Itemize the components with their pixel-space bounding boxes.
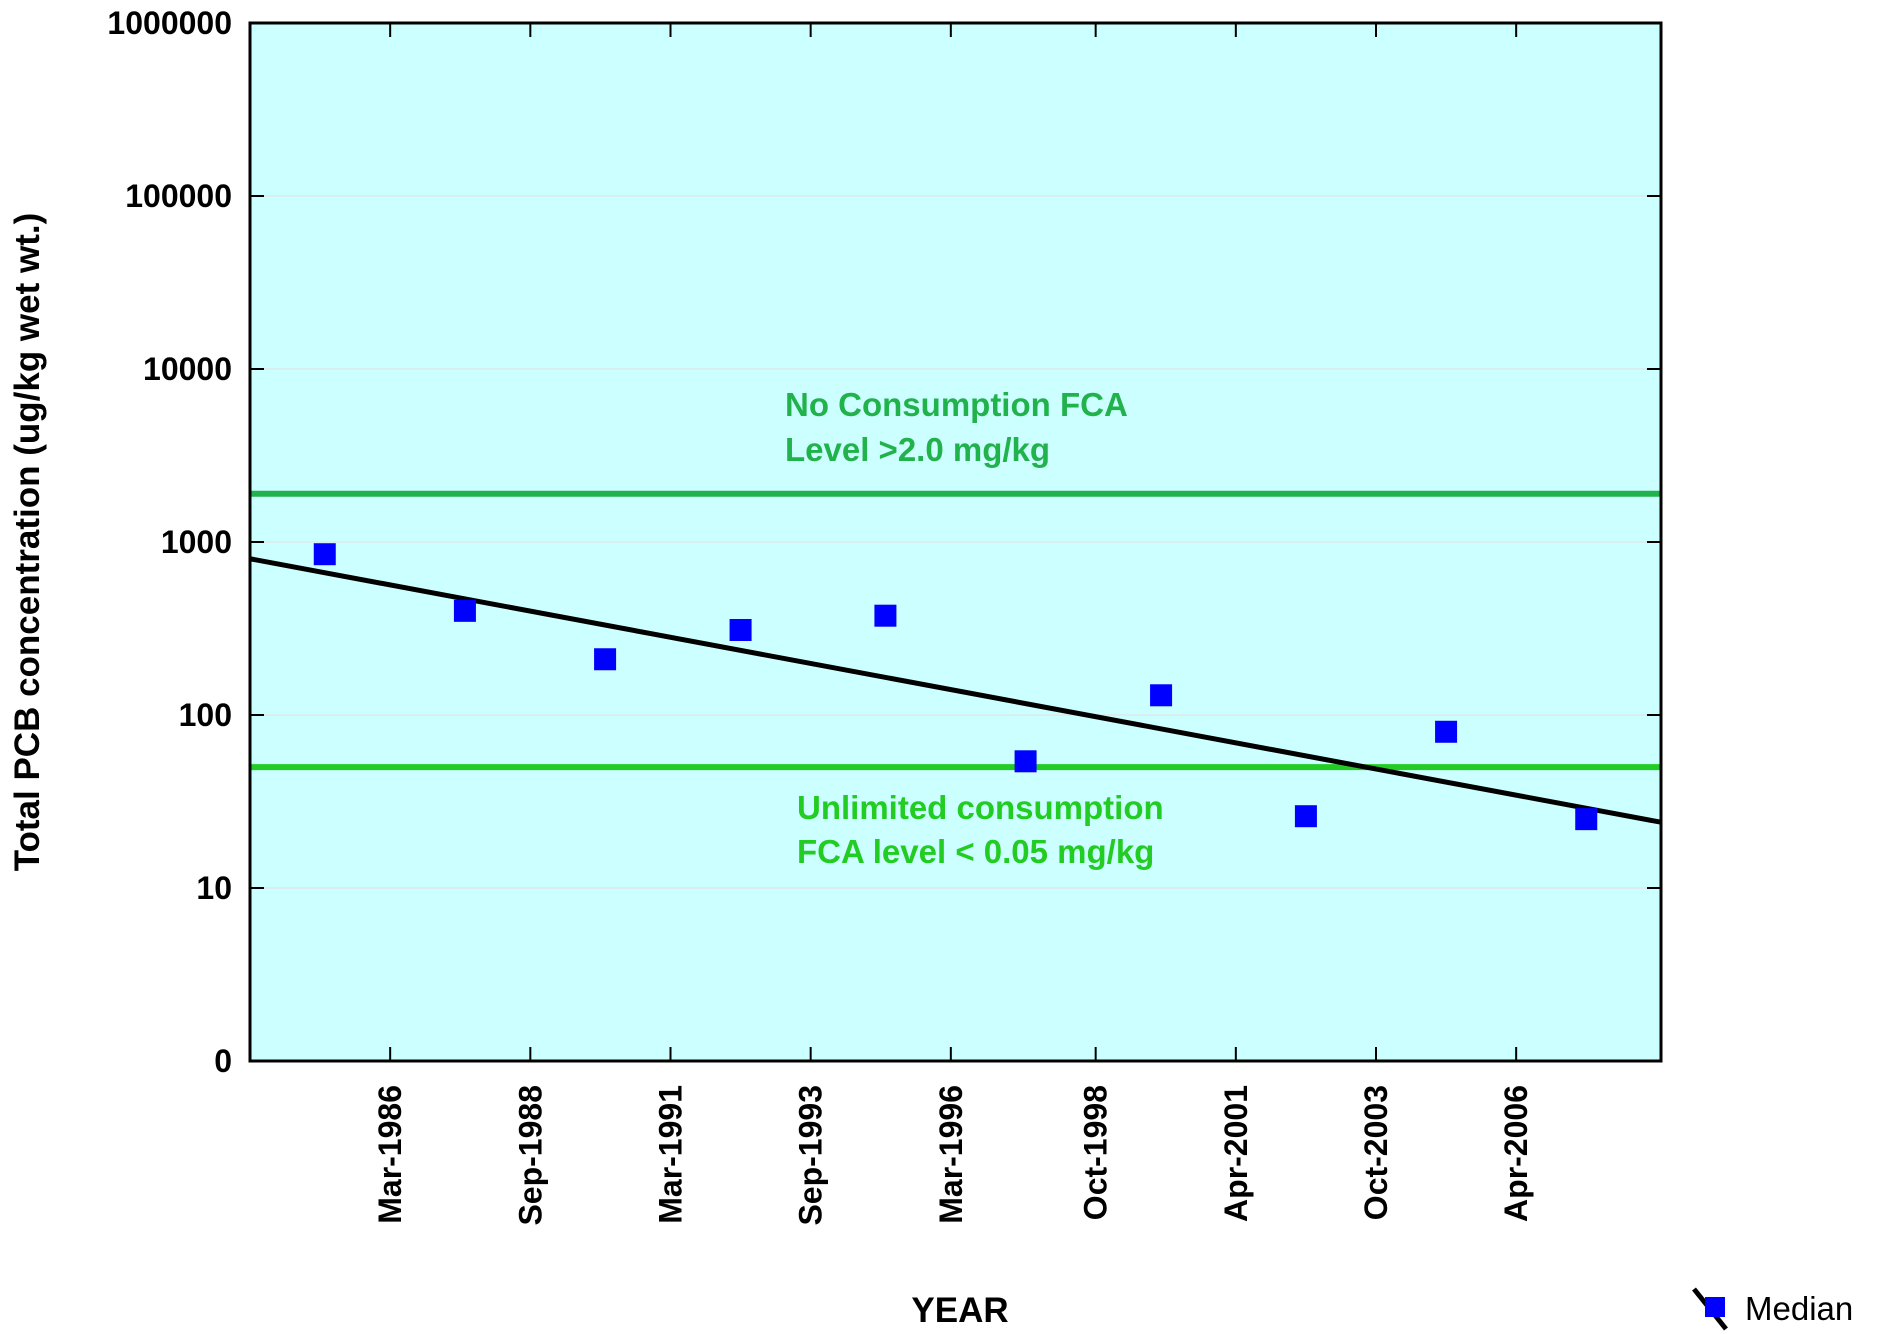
trend-line-layer (249, 556, 1662, 825)
y-tick-label: 100 (179, 697, 232, 733)
x-tick-label: Oct-1998 (1078, 1085, 1114, 1220)
data-point (1575, 808, 1598, 831)
x-tick-label: Oct-2003 (1358, 1085, 1394, 1220)
y-tick-label: 0 (214, 1043, 232, 1079)
x-tick-label: Apr-2006 (1498, 1085, 1534, 1222)
data-point (1150, 684, 1173, 707)
data-point (313, 543, 336, 566)
legend: Median (1692, 1287, 1853, 1331)
x-tick-label: Mar-1991 (652, 1085, 688, 1224)
legend-label: Median (1745, 1290, 1853, 1327)
data-point (729, 618, 752, 641)
data-point (453, 599, 476, 622)
grid-lines (250, 195, 1661, 889)
y-axis-ticks: 0 10 100 1000 10000 100000 1000000 (107, 5, 1661, 1079)
reference-lines (250, 490, 1661, 771)
reference-annotation: Level >2.0 mg/kg (785, 431, 1050, 468)
x-tick-label: Mar-1996 (933, 1085, 969, 1224)
data-points (313, 543, 1598, 831)
reference-annotations: No Consumption FCA Level >2.0 mg/kg Unlimi… (785, 386, 1164, 870)
legend-marker-icon (1705, 1297, 1725, 1317)
y-tick-label: 100000 (125, 178, 232, 214)
x-tick-label: Apr-2001 (1218, 1085, 1254, 1222)
data-point (874, 604, 897, 627)
y-tick-label: 1000 (161, 524, 232, 560)
x-tick-label: Mar-1986 (372, 1085, 408, 1224)
data-point (1014, 750, 1037, 773)
x-axis-ticks: Mar-1986 Sep-1988 Mar-1991 Sep-1993 Mar-1996… (372, 23, 1534, 1226)
reference-annotation: No Consumption FCA (785, 386, 1128, 423)
data-point (1435, 720, 1458, 743)
trend-line (249, 556, 1662, 825)
reference-annotation: FCA level < 0.05 mg/kg (797, 833, 1154, 870)
y-tick-label: 1000000 (107, 5, 232, 41)
x-axis-title: YEAR (911, 1291, 1008, 1330)
reference-annotation: Unlimited consumption (797, 789, 1164, 826)
x-tick-label: Sep-1993 (793, 1085, 829, 1226)
data-point (1294, 805, 1317, 828)
y-tick-label: 10000 (143, 351, 232, 387)
x-tick-label: Sep-1988 (512, 1085, 548, 1226)
y-axis-title: Total PCB concentration (ug/kg wet wt.) (8, 213, 47, 872)
y-tick-label: 10 (196, 870, 232, 906)
data-point (594, 648, 617, 671)
